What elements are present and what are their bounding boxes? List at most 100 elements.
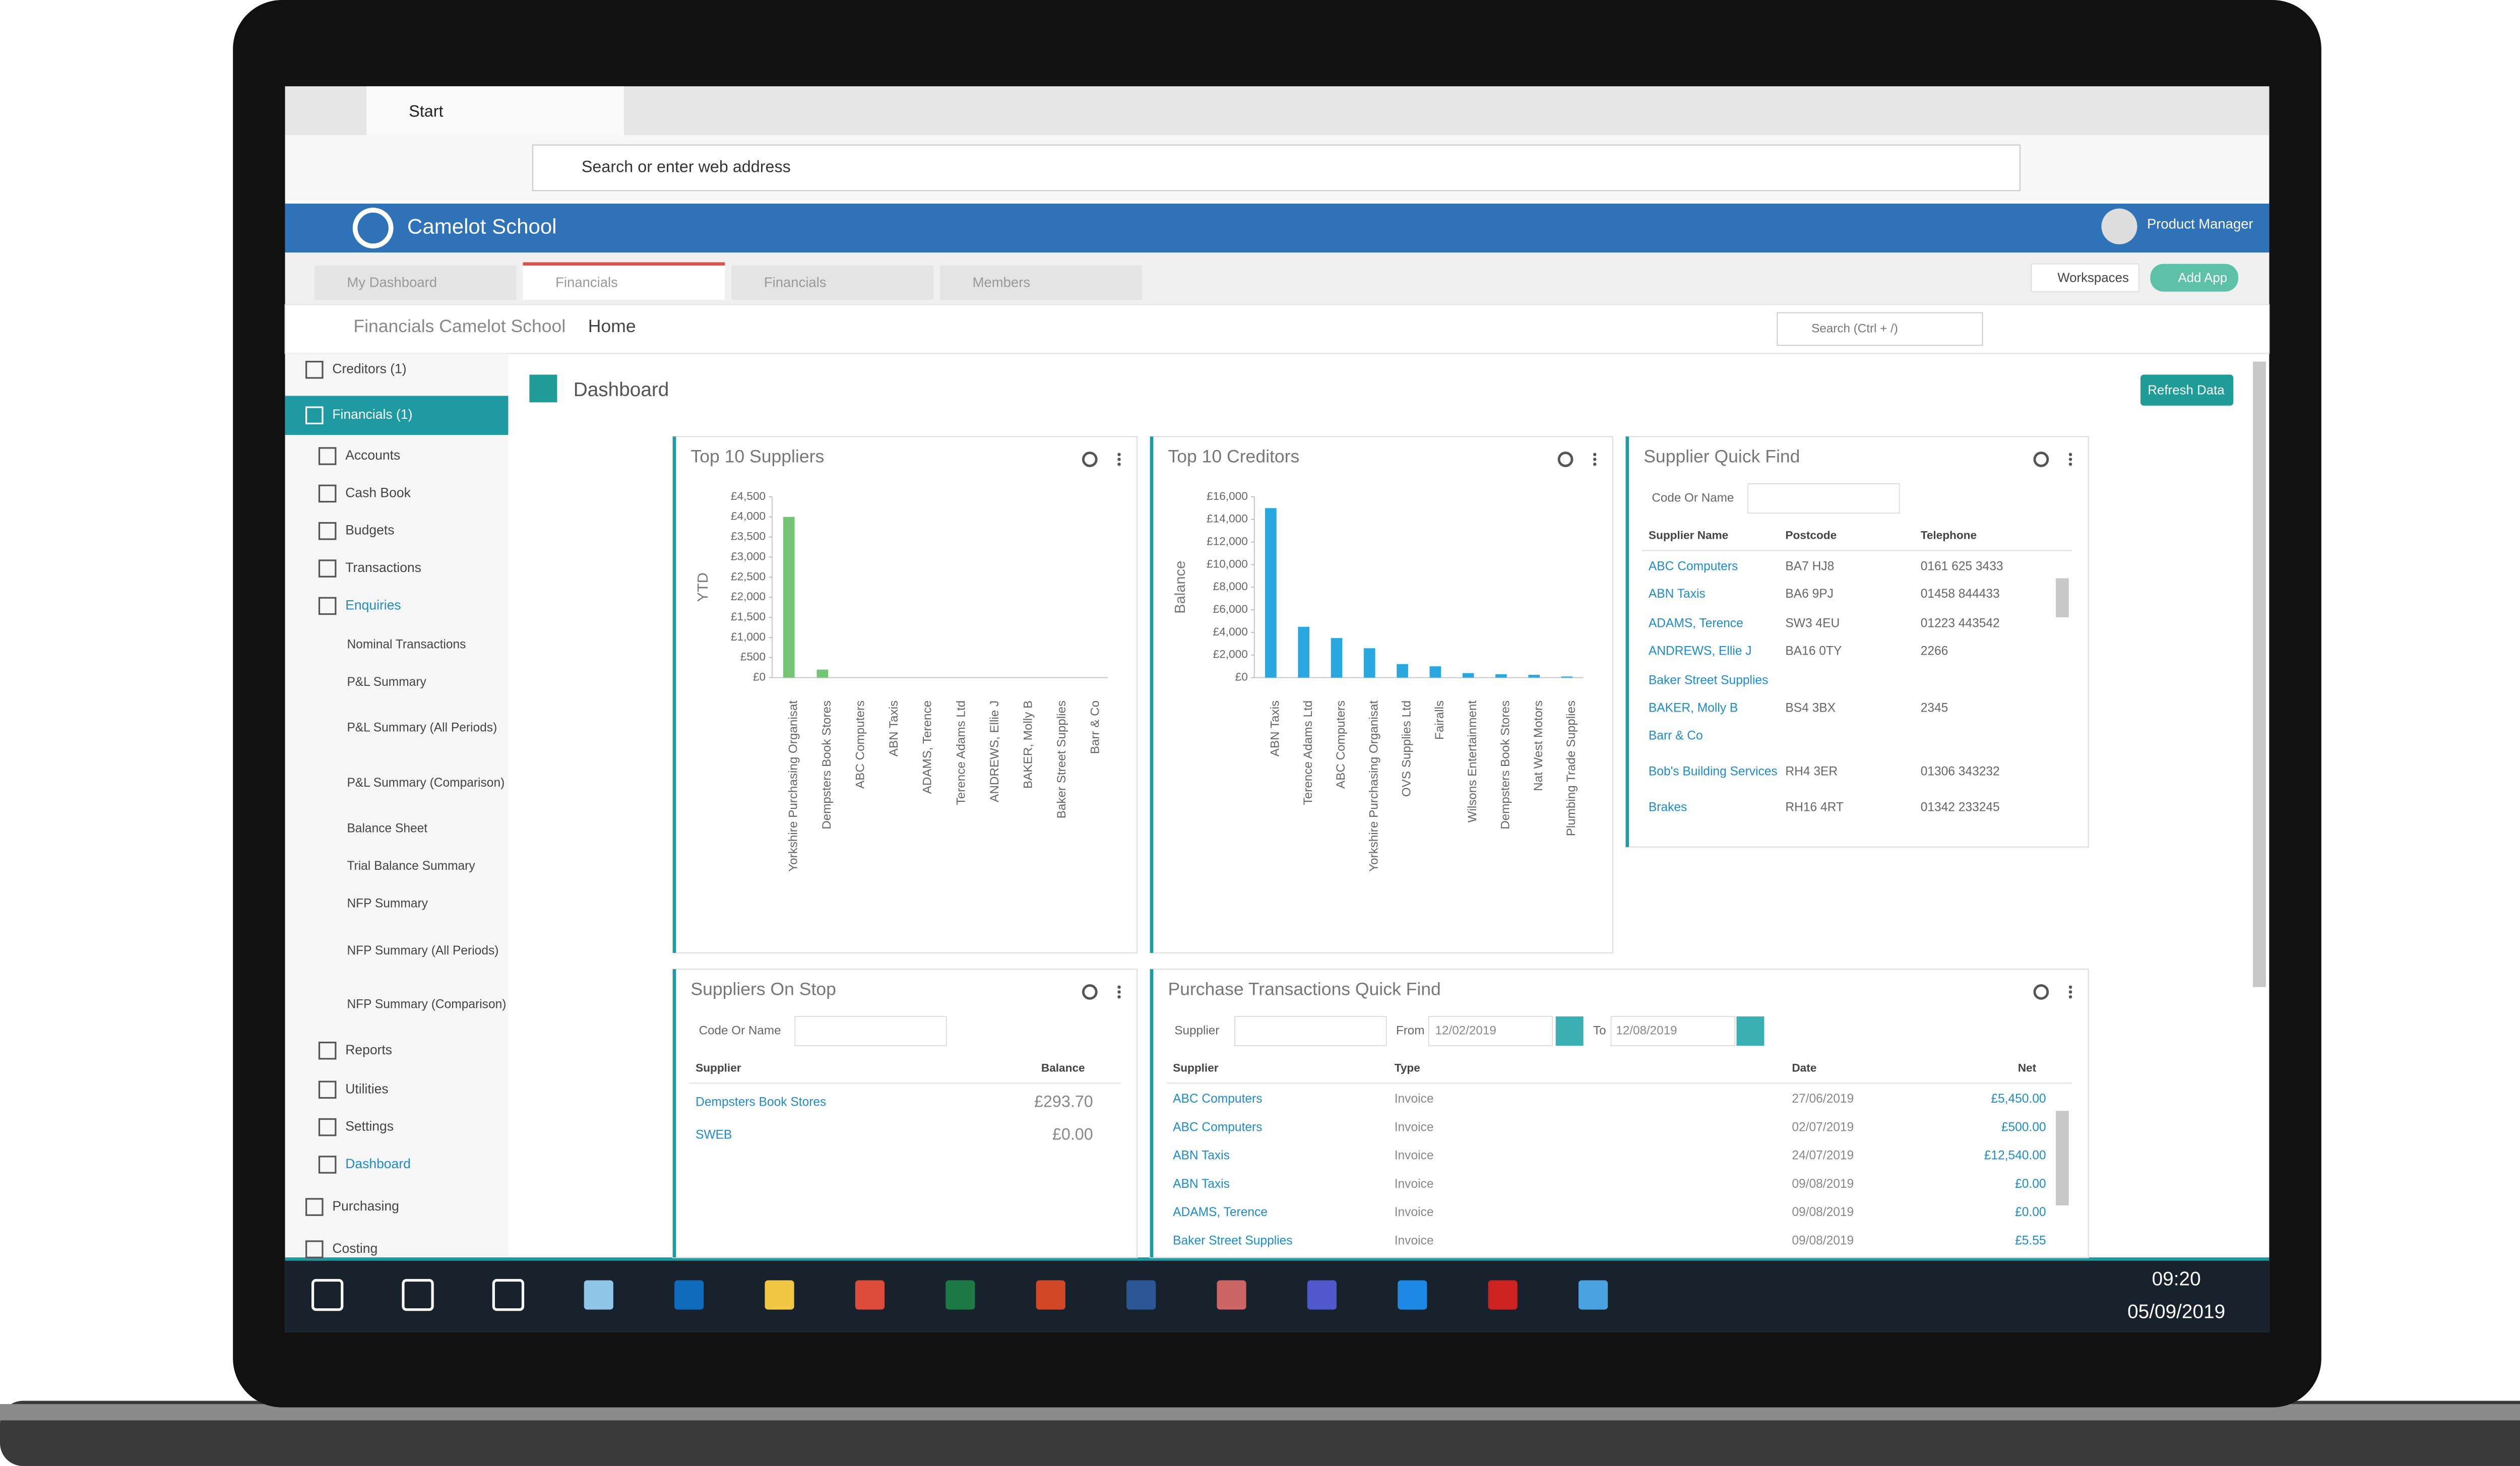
app-tab[interactable]: [731, 265, 934, 300]
bar[interactable]: [1462, 673, 1474, 678]
supplier-link[interactable]: ABN Taxis: [1173, 1177, 1230, 1191]
app-tab-label[interactable]: Financials: [764, 275, 827, 290]
browser-tab[interactable]: [366, 86, 624, 136]
app-tab-label[interactable]: My Dashboard: [347, 275, 437, 290]
user-name[interactable]: Product Manager: [2147, 216, 2253, 231]
taskbar-app[interactable]: [311, 1279, 344, 1311]
sidebar-item[interactable]: Trial Balance Summary: [347, 859, 475, 873]
app-tab-label[interactable]: Members: [973, 275, 1030, 290]
bar[interactable]: [1429, 666, 1441, 678]
bar[interactable]: [1298, 626, 1309, 678]
bar[interactable]: [816, 669, 829, 678]
menu-dot[interactable]: [2068, 995, 2072, 999]
bar[interactable]: [1397, 664, 1408, 678]
menu-dot[interactable]: [2068, 985, 2072, 989]
sidebar-item[interactable]: Transactions: [345, 560, 421, 575]
sidebar-item[interactable]: Cash Book: [345, 485, 411, 500]
bar[interactable]: [1495, 674, 1507, 678]
sidebar-item[interactable]: Dashboard: [345, 1156, 411, 1171]
menu-dot[interactable]: [2068, 458, 2072, 461]
refresh-icon[interactable]: [2033, 984, 2049, 1000]
sidebar-item[interactable]: NFP Summary (All Periods): [347, 944, 498, 958]
list-scrollbar[interactable]: [2055, 1111, 2069, 1205]
refresh-icon[interactable]: [1557, 452, 1573, 467]
sidebar-item[interactable]: Accounts: [345, 448, 400, 463]
app-tab[interactable]: [314, 265, 517, 300]
bar[interactable]: [1265, 508, 1277, 678]
taskbar-app[interactable]: [1488, 1280, 1518, 1310]
menu-dot[interactable]: [1117, 990, 1121, 994]
taskbar-app[interactable]: [674, 1280, 704, 1310]
taskbar-app[interactable]: [584, 1280, 613, 1310]
taskbar-app[interactable]: [855, 1280, 885, 1310]
supplier-link[interactable]: Barr & Co: [1649, 729, 1703, 742]
sidebar-item[interactable]: Creditors (1): [332, 361, 406, 376]
taskbar-app[interactable]: [1578, 1280, 1608, 1310]
field-input[interactable]: [794, 1015, 947, 1047]
menu-dot[interactable]: [1117, 995, 1121, 999]
bar[interactable]: [1528, 675, 1540, 678]
supplier-link[interactable]: BAKER, Molly B: [1649, 702, 1738, 715]
sidebar-item[interactable]: Enquiries: [345, 597, 401, 612]
refresh-button[interactable]: [2140, 374, 2234, 406]
app-tab-label[interactable]: Financials: [555, 275, 618, 290]
sidebar-item[interactable]: P&L Summary: [347, 675, 426, 689]
sidebar-item[interactable]: P&L Summary (All Periods): [347, 721, 497, 734]
scrollbar[interactable]: [2253, 361, 2266, 987]
field-input[interactable]: [1234, 1015, 1387, 1047]
refresh-icon[interactable]: [1082, 984, 1098, 1000]
sidebar-item[interactable]: Reports: [345, 1042, 392, 1057]
sidebar-item[interactable]: Costing: [332, 1241, 377, 1256]
sidebar-item[interactable]: Balance Sheet: [347, 822, 427, 836]
supplier-link[interactable]: ADAMS, Terence: [1649, 616, 1743, 630]
avatar[interactable]: [2101, 208, 2137, 244]
supplier-link[interactable]: Baker Street Supplies: [1173, 1234, 1292, 1247]
breadcrumb-root[interactable]: Financials Camelot School: [353, 316, 565, 336]
taskbar-app[interactable]: [402, 1279, 434, 1311]
menu-dot[interactable]: [2068, 462, 2072, 466]
sidebar-item[interactable]: Budgets: [345, 523, 394, 538]
bar[interactable]: [1331, 638, 1343, 678]
taskbar-app[interactable]: [765, 1280, 794, 1310]
sidebar-item[interactable]: NFP Summary (Comparison): [347, 998, 506, 1011]
supplier-link[interactable]: Bob's Building Services: [1649, 765, 1778, 779]
menu-dot[interactable]: [1117, 458, 1121, 461]
sidebar-item[interactable]: Purchasing: [332, 1198, 399, 1214]
menu-dot[interactable]: [1593, 462, 1597, 466]
app-tab[interactable]: [939, 265, 1142, 300]
menu-dot[interactable]: [2068, 990, 2072, 994]
taskbar-app[interactable]: [1036, 1280, 1065, 1310]
supplier-link[interactable]: ANDREWS, Ellie J: [1649, 644, 1752, 658]
sidebar-item[interactable]: P&L Summary (Comparison): [347, 776, 505, 790]
sidebar-item[interactable]: Nominal Transactions: [347, 638, 466, 651]
taskbar-app[interactable]: [1217, 1280, 1246, 1310]
supplier-link[interactable]: SWEB: [696, 1128, 732, 1141]
add-widget[interactable]: [529, 374, 557, 403]
supplier-link[interactable]: ADAMS, Terence: [1173, 1205, 1268, 1219]
taskbar-app[interactable]: [1126, 1280, 1156, 1310]
menu-dot[interactable]: [1117, 453, 1121, 457]
workspaces-label[interactable]: Workspaces: [2057, 271, 2129, 285]
taskbar-app[interactable]: [946, 1280, 975, 1310]
supplier-link[interactable]: Brakes: [1649, 801, 1687, 814]
menu-dot[interactable]: [1117, 462, 1121, 466]
search-box[interactable]: [1777, 312, 1983, 346]
app-tab[interactable]: [523, 265, 725, 300]
supplier-link[interactable]: ABC Computers: [1649, 559, 1738, 573]
list-scrollbar[interactable]: [2055, 578, 2069, 618]
sidebar-item[interactable]: NFP Summary: [347, 897, 428, 910]
supplier-link[interactable]: ABC Computers: [1173, 1092, 1262, 1106]
add-app-button[interactable]: [2150, 264, 2238, 292]
workspaces-button[interactable]: [2031, 263, 2139, 292]
sidebar-item[interactable]: Financials (1): [332, 407, 412, 422]
refresh-icon[interactable]: [1082, 452, 1098, 467]
supplier-link[interactable]: ABN Taxis: [1649, 587, 1706, 601]
add-app-label[interactable]: Add App: [2178, 271, 2227, 285]
date-input[interactable]: [1428, 1015, 1553, 1047]
sidebar-item[interactable]: Utilities: [345, 1081, 388, 1096]
supplier-link[interactable]: Baker Street Supplies: [1649, 674, 1768, 687]
field-input[interactable]: [1747, 483, 1900, 514]
search-placeholder[interactable]: Search (Ctrl + /): [1811, 322, 1898, 335]
calendar-button[interactable]: [1555, 1016, 1584, 1046]
sidebar-item[interactable]: Settings: [345, 1119, 394, 1134]
